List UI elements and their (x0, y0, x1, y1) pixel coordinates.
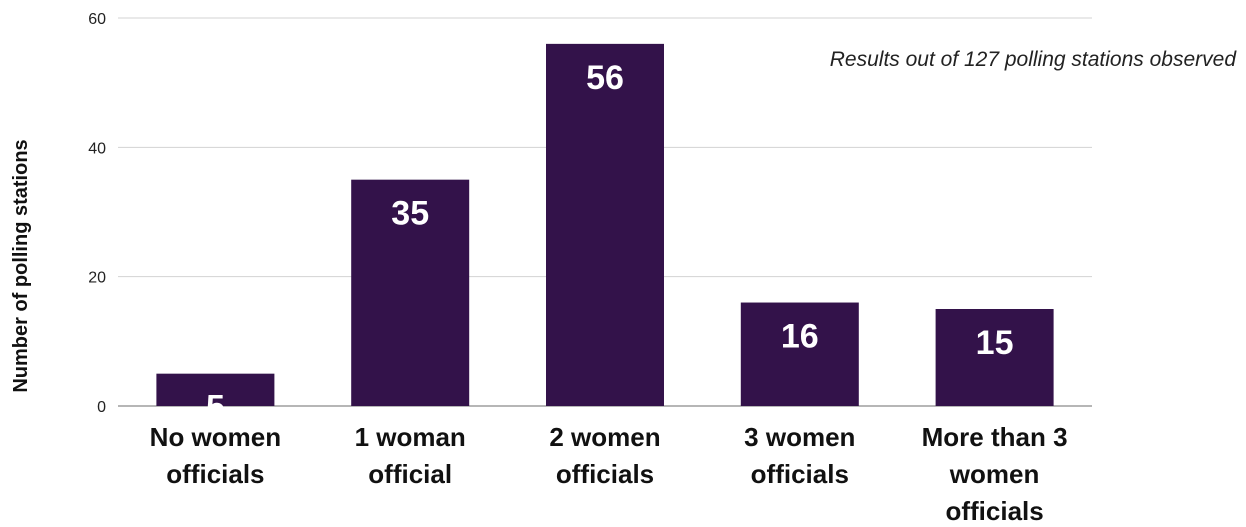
chart-annotation: Results out of 127 polling stations obse… (830, 48, 1238, 71)
bar-value-label: 16 (781, 318, 819, 356)
x-tick-label-line: 2 women (549, 422, 660, 452)
x-tick-label: No women officials (150, 422, 281, 489)
bar (935, 309, 1054, 406)
bar-value-label: 5 (206, 389, 225, 427)
bar (546, 43, 664, 406)
x-tick-label-line: official (368, 459, 452, 489)
bar (351, 179, 470, 406)
bar (740, 302, 859, 406)
x-tick-label-line: No women (150, 422, 281, 452)
y-tick-label: 60 (88, 11, 106, 28)
bar-value-label: 56 (586, 59, 624, 97)
bars (156, 43, 1054, 406)
x-tick-label: 2 women officials (549, 422, 660, 489)
x-tick-label-line: More than 3 (922, 422, 1068, 452)
x-tick-label: 3 women officials (744, 422, 855, 489)
bar-data-labels: 5 35 56 16 15 (206, 59, 1014, 427)
y-tick-label: 40 (88, 140, 106, 157)
y-axis-ticks: 0 20 40 60 (88, 11, 106, 416)
x-tick-label-line: officials (556, 459, 654, 489)
y-tick-label: 0 (97, 399, 106, 416)
x-tick-label-line: officials (945, 496, 1043, 526)
x-tick-label-line: 1 woman (355, 422, 466, 452)
x-tick-label: More than 3 women officials (922, 422, 1068, 526)
x-tick-label: 1 woman official (355, 422, 466, 489)
x-axis-categories: No women officials 1 woman official 2 women o… (150, 422, 1068, 526)
x-tick-label-line: officials (751, 459, 849, 489)
y-axis-label: Number of polling stations (10, 139, 32, 392)
bar-value-label: 35 (391, 195, 429, 233)
x-tick-label-line: women (949, 459, 1040, 489)
bar-value-label: 15 (976, 324, 1014, 362)
x-tick-label-line: officials (166, 459, 264, 489)
x-tick-label-line: 3 women (744, 422, 855, 452)
bar (156, 373, 275, 406)
y-tick-label: 20 (88, 270, 106, 287)
